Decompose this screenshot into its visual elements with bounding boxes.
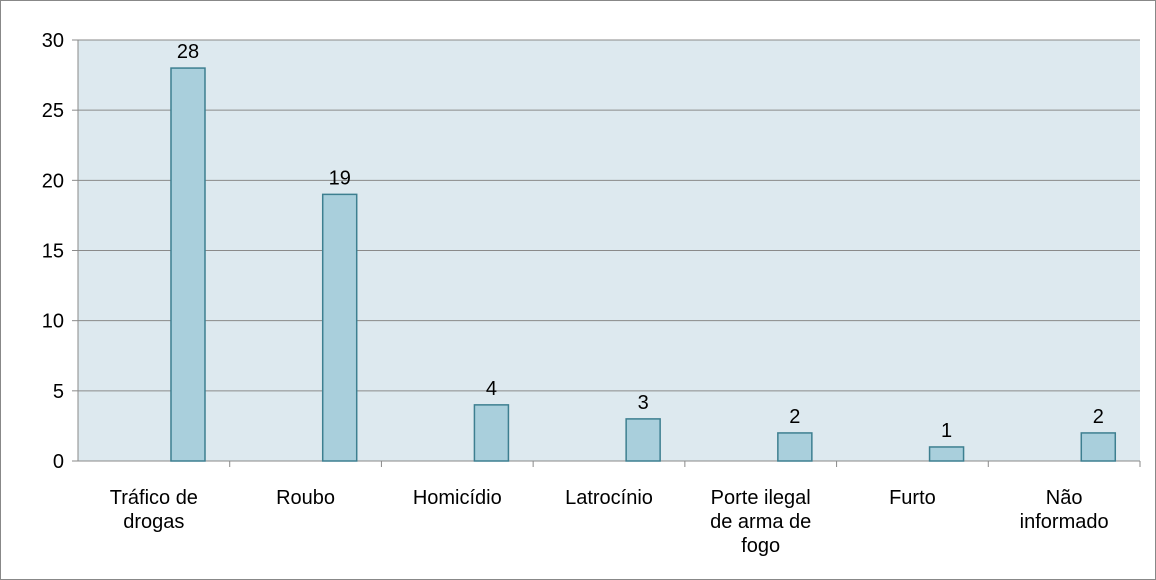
x-tick-label: Furto <box>889 487 936 509</box>
x-tick-label: Roubo <box>276 487 335 509</box>
y-tick-label: 20 <box>42 170 64 192</box>
bar <box>473 404 510 462</box>
data-label: 2 <box>789 406 800 428</box>
data-label: 2 <box>1093 406 1104 428</box>
bar <box>170 67 206 462</box>
data-label: 3 <box>638 392 649 414</box>
y-tick-label: 0 <box>53 451 64 473</box>
y-tick-label: 5 <box>53 381 64 403</box>
y-tick-label: 25 <box>42 100 64 122</box>
data-label: 19 <box>329 167 351 189</box>
data-label: 28 <box>177 41 199 63</box>
bar <box>928 446 965 462</box>
x-tick-label: Não informado <box>1020 487 1109 533</box>
x-tick-label: Latrocínio <box>565 487 653 509</box>
x-tick-label: Tráfico de drogas <box>110 487 198 533</box>
data-label: 4 <box>486 378 497 400</box>
data-label: 1 <box>941 420 952 442</box>
x-tick-label: Homicídio <box>413 487 502 509</box>
y-tick-label: 15 <box>42 241 64 263</box>
y-tick-label: 30 <box>42 30 64 52</box>
bar <box>777 432 813 462</box>
y-tick-label: 10 <box>42 311 64 333</box>
bar <box>625 418 661 462</box>
bar <box>1080 432 1117 462</box>
x-tick-label: Porte ilegal de arma de fogo <box>710 487 811 557</box>
bar <box>321 193 358 462</box>
